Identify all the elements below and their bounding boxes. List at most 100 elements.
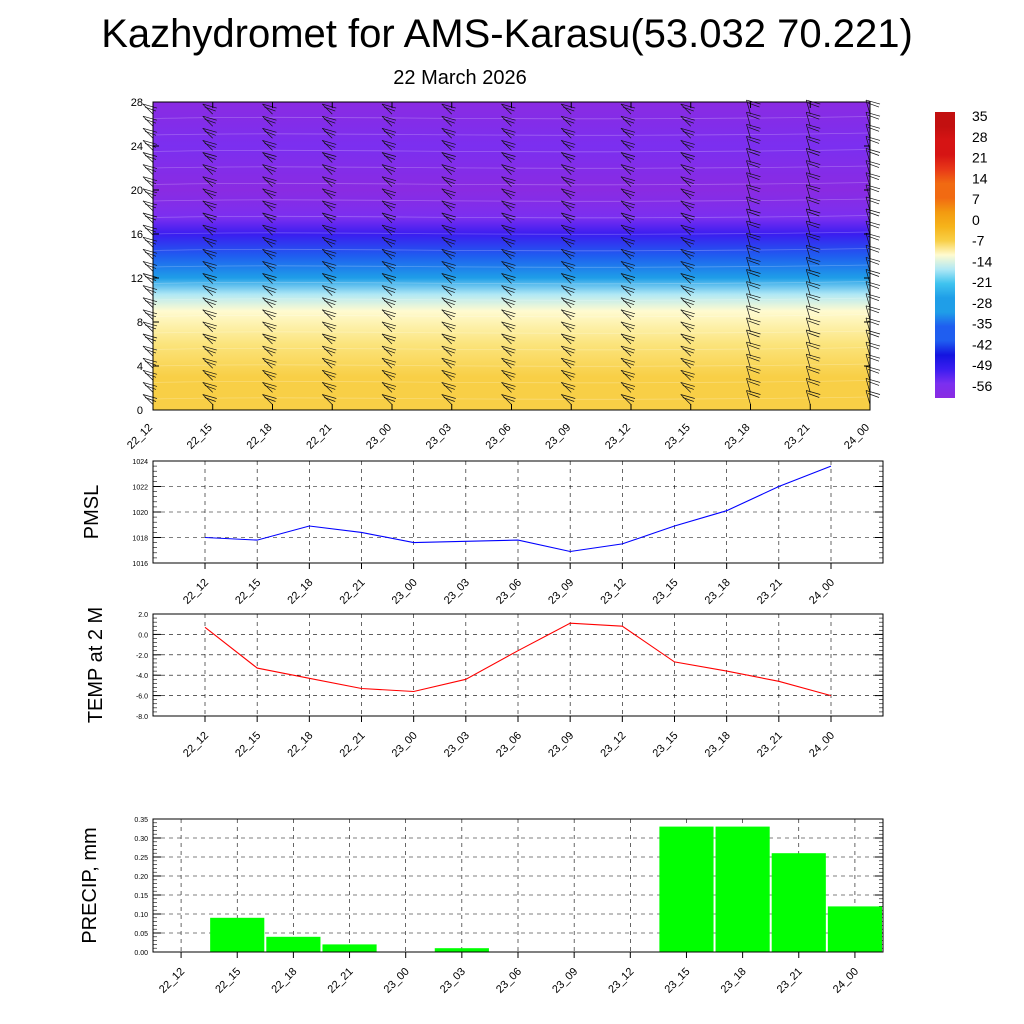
wind-barb-flag bbox=[383, 179, 396, 185]
colorbar-label: -7 bbox=[972, 233, 985, 249]
wind-barb-flag bbox=[563, 324, 575, 330]
wind-barb-flag bbox=[865, 220, 881, 226]
wind-barb-flag bbox=[202, 345, 217, 351]
y-tick-label: 4 bbox=[137, 361, 143, 373]
wind-barb-staff bbox=[561, 200, 572, 212]
wind-barb-staff bbox=[746, 342, 751, 357]
wind-barb-flag bbox=[501, 224, 516, 230]
wind-barb-flag bbox=[202, 297, 217, 303]
wind-barb bbox=[202, 261, 217, 272]
wind-barb bbox=[501, 345, 516, 357]
wind-barb-flag bbox=[322, 140, 337, 145]
wind-barb-staff bbox=[322, 321, 333, 333]
wind-barb-staff bbox=[561, 224, 572, 236]
wind-barb bbox=[680, 212, 695, 224]
chart-subtitle: 22 March 2026 bbox=[393, 67, 527, 89]
precip-bar bbox=[715, 826, 770, 952]
wind-barb-flag bbox=[383, 385, 396, 390]
wind-barb bbox=[561, 248, 576, 260]
wind-barb-flag bbox=[322, 369, 337, 375]
wind-barb-flag bbox=[563, 215, 575, 221]
wind-barb-staff bbox=[620, 200, 632, 212]
wind-barb-flag bbox=[808, 393, 820, 398]
wind-barb bbox=[561, 297, 576, 308]
wind-barb-flag bbox=[503, 179, 515, 185]
wind-barb bbox=[680, 273, 695, 284]
x-tick-label: 23_09 bbox=[546, 730, 576, 760]
wind-barb-flag bbox=[262, 369, 277, 375]
wind-barb-flag bbox=[383, 324, 396, 330]
wind-barb-staff bbox=[865, 317, 871, 332]
wind-barb-staff bbox=[441, 297, 452, 308]
wind-barb-staff bbox=[441, 164, 452, 175]
wind-barb bbox=[381, 357, 397, 369]
wind-barb bbox=[680, 140, 695, 151]
wind-barb-flag bbox=[808, 139, 820, 144]
wind-barb-staff bbox=[202, 382, 213, 393]
wind-barb-flag bbox=[682, 227, 694, 233]
y-tick-label: 0.10 bbox=[134, 912, 148, 919]
wind-barb-flag bbox=[144, 251, 157, 257]
wind-barb-flag bbox=[748, 260, 760, 265]
wind-barb-flag bbox=[142, 200, 158, 206]
wind-barb-flag bbox=[622, 397, 635, 402]
wind-barb bbox=[142, 333, 158, 345]
wind-barb bbox=[142, 261, 158, 272]
wind-barb bbox=[620, 224, 636, 236]
wind-barb bbox=[262, 200, 277, 212]
wind-barb-flag bbox=[443, 348, 455, 354]
wind-barb-flag bbox=[443, 336, 455, 342]
wind-barb-staff bbox=[142, 321, 154, 333]
wind-barb-staff bbox=[381, 370, 393, 381]
wind-barb bbox=[202, 152, 217, 163]
wind-barb bbox=[620, 261, 636, 272]
wind-barb-staff bbox=[805, 233, 811, 248]
wind-barb-flag bbox=[441, 273, 456, 278]
wind-barb-flag bbox=[262, 127, 277, 133]
wind-barb-flag bbox=[682, 360, 694, 366]
wind-barb-flag bbox=[262, 285, 277, 290]
wind-barb-flag bbox=[561, 103, 576, 109]
wind-barb-flag bbox=[383, 155, 396, 160]
wind-barb bbox=[620, 369, 636, 381]
wind-barb-staff bbox=[142, 394, 154, 405]
wind-barb bbox=[561, 152, 576, 163]
wind-barb-flag bbox=[264, 130, 276, 136]
wind-barb bbox=[142, 382, 158, 393]
wind-barb-staff bbox=[805, 293, 811, 308]
wind-barb bbox=[202, 382, 217, 393]
wind-barb-staff bbox=[322, 309, 333, 321]
wind-barb-flag bbox=[622, 372, 635, 378]
wind-barb-flag bbox=[806, 208, 821, 214]
wind-barb-staff bbox=[620, 333, 632, 345]
wind-barb bbox=[381, 127, 397, 139]
wind-barb bbox=[202, 115, 217, 127]
wind-barb-staff bbox=[501, 200, 512, 212]
x-tick-label: 23_03 bbox=[442, 577, 472, 607]
wind-barb-flag bbox=[443, 191, 455, 197]
wind-barb-flag bbox=[441, 152, 456, 157]
wind-barb-flag bbox=[204, 227, 216, 233]
wind-barb-flag bbox=[561, 248, 576, 254]
wind-barb-staff bbox=[441, 273, 452, 284]
wind-barb-flag bbox=[383, 215, 396, 221]
wind-barb-flag bbox=[383, 106, 396, 112]
wind-barb-flag bbox=[264, 143, 276, 148]
wind-barb bbox=[501, 285, 516, 296]
wind-barb-flag bbox=[144, 288, 157, 293]
wind-barb-flag bbox=[144, 264, 157, 269]
wind-barb-flag bbox=[748, 296, 760, 302]
wind-barb-flag bbox=[748, 284, 760, 289]
precip-bar bbox=[266, 936, 321, 952]
wind-barb-flag bbox=[865, 123, 881, 129]
wind-barb-flag bbox=[322, 273, 337, 278]
wind-barb-staff bbox=[680, 370, 691, 381]
wind-barb-flag bbox=[264, 336, 276, 342]
wind-barb-flag bbox=[503, 336, 515, 342]
wind-barb-staff bbox=[865, 184, 871, 199]
wind-barb-staff bbox=[381, 333, 393, 345]
wind-barb-staff bbox=[805, 160, 811, 175]
wind-barb-staff bbox=[501, 382, 512, 393]
wind-barb-flag bbox=[322, 212, 337, 218]
wind-barb bbox=[202, 127, 217, 139]
